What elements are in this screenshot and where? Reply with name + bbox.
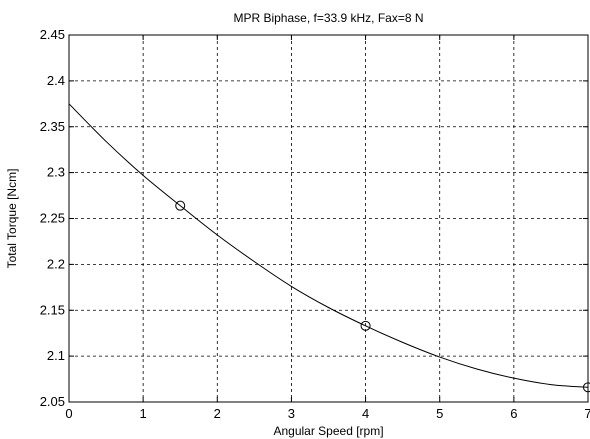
chart-title: MPR Biphase, f=33.9 kHz, Fax=8 N: [233, 11, 423, 25]
x-tick-label: 3: [288, 406, 295, 421]
series-line: [68, 103, 589, 388]
x-tick-label: 1: [140, 406, 147, 421]
y-tick-label: 2.05: [40, 394, 65, 409]
x-tick-label: 6: [510, 406, 517, 421]
x-tick-label: 7: [584, 406, 590, 421]
data-point-marker: [175, 200, 186, 211]
x-tick-label: 4: [362, 406, 369, 421]
y-tick-label: 2.25: [40, 211, 65, 226]
x-tick-label: 5: [436, 406, 443, 421]
y-tick-label: 2.15: [40, 302, 65, 317]
x-tick-label: 2: [214, 406, 221, 421]
y-tick-label: 2.1: [47, 348, 65, 363]
series-layer: [68, 103, 590, 393]
y-tick-label: 2.3: [47, 165, 65, 180]
data-point-marker: [360, 320, 371, 331]
x-axis-label: Angular Speed [rpm]: [273, 424, 383, 438]
x-tick-label: 0: [65, 406, 72, 421]
y-tick-label: 2.2: [47, 256, 65, 271]
y-tick-label: 2.4: [47, 73, 65, 88]
x-tick-labels: 0 1 2 3 4 5 6 7: [65, 406, 590, 421]
axis-ticks: [68, 34, 589, 403]
y-tick-label: 2.45: [40, 27, 65, 42]
grid: [69, 35, 588, 402]
y-tick-label: 2.35: [40, 119, 65, 134]
y-tick-labels: 2.05 2.1 2.15 2.2 2.25 2.3 2.35 2.4 2.45: [40, 27, 65, 409]
data-point-marker: [583, 382, 590, 393]
y-axis-label: Total Torque [Ncm]: [5, 169, 19, 269]
